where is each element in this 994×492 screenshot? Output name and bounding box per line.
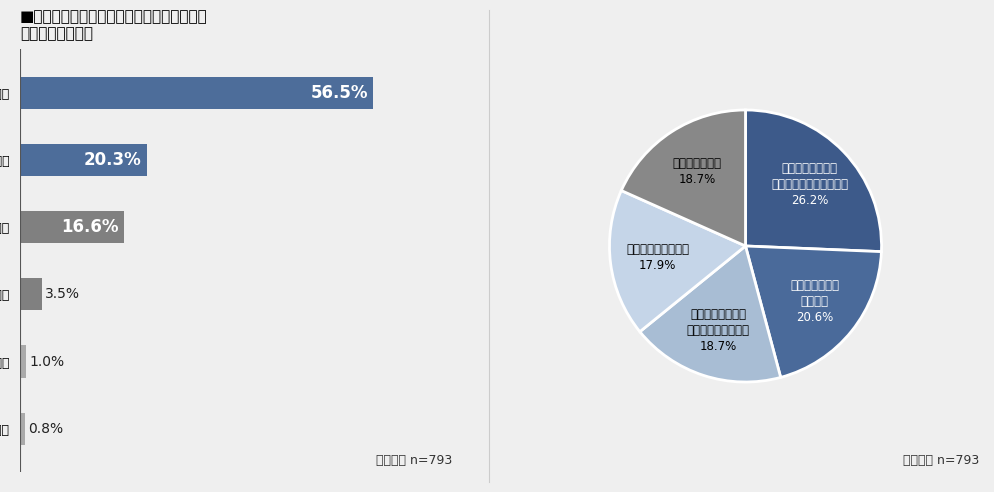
Wedge shape bbox=[746, 246, 882, 377]
Text: 20.3%: 20.3% bbox=[83, 151, 142, 169]
Wedge shape bbox=[621, 110, 746, 246]
Bar bbox=[20, 77, 373, 109]
Text: ■宅配業者から荷物を受け取る頻度について
お聞かせください: ■宅配業者から荷物を受け取る頻度について お聞かせください bbox=[20, 9, 208, 41]
Text: 16.6%: 16.6% bbox=[61, 218, 118, 236]
Bar bbox=[20, 345, 26, 378]
Text: 当社調べ n=793: 当社調べ n=793 bbox=[903, 455, 979, 467]
Bar bbox=[20, 413, 25, 445]
Text: どちらかと言えば
対面で受け取りたくない
26.2%: どちらかと言えば 対面で受け取りたくない 26.2% bbox=[771, 162, 848, 207]
Text: どちらでもいい
18.7%: どちらでもいい 18.7% bbox=[673, 157, 722, 186]
Text: 対面で受け取りたい
17.9%: 対面で受け取りたい 17.9% bbox=[626, 243, 689, 272]
Text: 1.0%: 1.0% bbox=[29, 355, 65, 369]
Bar bbox=[20, 278, 42, 310]
Text: 56.5%: 56.5% bbox=[310, 84, 368, 102]
Text: どちらかと言えば
対面で受け取りたい
18.7%: どちらかと言えば 対面で受け取りたい 18.7% bbox=[687, 308, 749, 353]
Wedge shape bbox=[746, 110, 882, 251]
Bar bbox=[20, 211, 123, 244]
Wedge shape bbox=[609, 190, 746, 332]
Text: 3.5%: 3.5% bbox=[45, 287, 80, 301]
Wedge shape bbox=[640, 246, 780, 382]
Text: 0.8%: 0.8% bbox=[28, 422, 64, 435]
Bar bbox=[20, 144, 147, 176]
Text: 対面で受け取り
たくない
20.6%: 対面で受け取り たくない 20.6% bbox=[790, 279, 839, 324]
Text: 当社調べ n=793: 当社調べ n=793 bbox=[376, 455, 452, 467]
